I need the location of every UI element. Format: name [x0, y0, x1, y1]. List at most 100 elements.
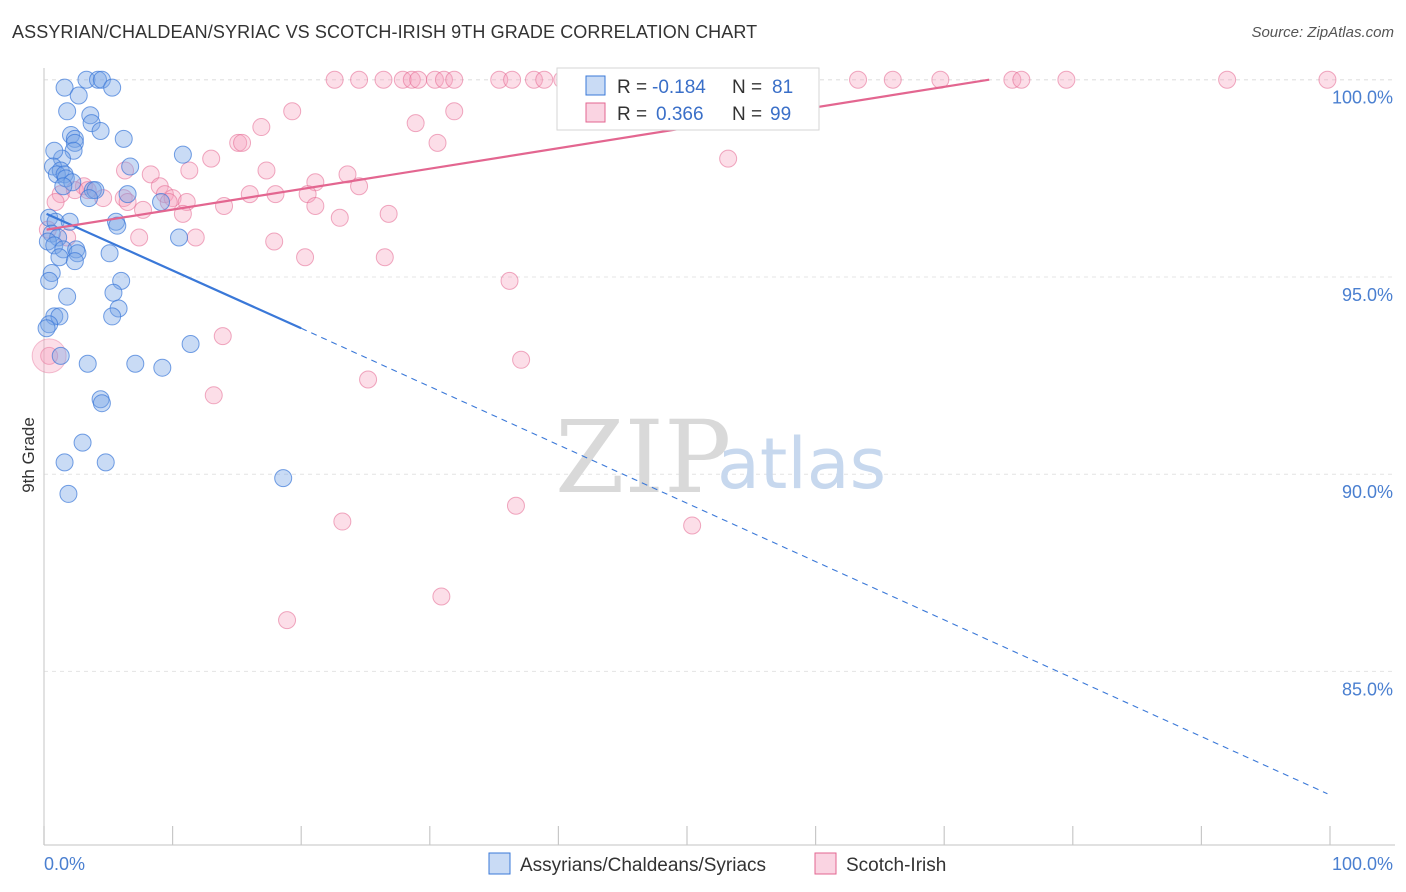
scotch-irish-point-12: [535, 70, 554, 89]
scotch-irish-point-11: [524, 70, 543, 89]
assyrian-point-60: [78, 354, 97, 373]
bottom-legend-label-pink: Scotch-Irish: [846, 855, 946, 876]
scotch-irish-point-30: [849, 70, 868, 89]
correlation-legend: R = -0.184 N = 81 R = 0.366 N = 99: [556, 67, 820, 131]
legend-n-label-pink: N =: [732, 104, 762, 125]
bottom-legend-label-blue: Assyrians/Chaldeans/Syriacs: [520, 855, 766, 876]
legend-swatch-blue: [585, 75, 606, 96]
scotch-irish-point-75: [330, 208, 349, 227]
assyrian-point-51: [58, 287, 77, 306]
y-tick-label-3: 100.0%: [1332, 88, 1393, 108]
scotch-irish-point-89: [506, 496, 525, 515]
series-legend: Assyrians/Chaldeans/Syriacs Scotch-Irish: [488, 852, 946, 876]
scotch-irish-point-80: [265, 232, 284, 251]
scotch-irish-point-49: [257, 161, 276, 180]
assyrian-point-25: [54, 177, 73, 196]
assyrian-point-45: [50, 248, 69, 267]
scotch-irish-point-74: [379, 204, 398, 223]
scotch-irish-point-48: [180, 161, 199, 180]
scotch-irish-point-5: [409, 70, 428, 89]
legend-r-label-pink: R =: [617, 104, 647, 125]
scotch-irish-point-38: [283, 102, 302, 121]
scotch-irish-point-large: [31, 338, 67, 374]
y-tick-label-0: 85.0%: [1342, 679, 1393, 699]
scotch-irish-point-84: [213, 327, 232, 346]
assyrian-point-37: [170, 228, 189, 247]
assyrian-point-55: [103, 307, 122, 326]
legend-swatch-pink: [585, 102, 606, 123]
scotch-irish-point-7: [434, 70, 453, 89]
assyrian-point-69: [59, 484, 78, 503]
scotch-irish-point-79: [186, 228, 205, 247]
assyrian-point-13: [114, 129, 133, 148]
scotch-irish-point-34: [1012, 70, 1031, 89]
x-tick-label-1: 100.0%: [1332, 854, 1393, 874]
scotch-irish-point-39: [445, 102, 464, 121]
scotch-irish-point-55: [350, 177, 369, 196]
assyrian-point-28: [118, 185, 137, 204]
assyrian-point-48: [40, 271, 59, 290]
scotch-irish-point-35: [1057, 70, 1076, 89]
scotch-irish-point-45: [202, 149, 221, 168]
legend-r-value-blue: -0.184: [652, 77, 706, 98]
legend-n-label-blue: N =: [732, 77, 762, 98]
scotch-irish-point-0: [325, 70, 344, 89]
scotch-irish-point-4: [402, 70, 421, 89]
scotch-irish-point-82: [375, 248, 394, 267]
scotch-irish-point-10: [503, 70, 522, 89]
assyrian-point-6: [58, 102, 77, 121]
assyrian-point-19: [121, 157, 140, 176]
assyrian-point-7: [81, 106, 100, 125]
assyrian-point-5: [69, 86, 88, 105]
legend-r-label-blue: R =: [617, 77, 647, 98]
scotch-irish-point-67: [118, 193, 137, 212]
source-label: Source: ZipAtlas.com: [1251, 24, 1394, 41]
assyrian-point-17: [173, 145, 192, 164]
scotch-irish-point-83: [500, 271, 519, 290]
assyrian-point-8: [82, 114, 101, 133]
chart-title: ASSYRIAN/CHALDEAN/SYRIAC VS SCOTCH-IRISH…: [12, 22, 758, 42]
y-tick-label-1: 90.0%: [1342, 482, 1393, 502]
assyrian-point-11: [65, 133, 84, 152]
scotch-irish-point-3: [393, 70, 412, 89]
assyrian-point-46: [65, 252, 84, 271]
assyrian-point-50: [104, 283, 123, 302]
scotch-irish-point-36: [1218, 70, 1237, 89]
scotch-irish-point-88: [204, 386, 223, 405]
assyrian-point-68: [274, 469, 293, 488]
assyrian-point-21: [47, 165, 66, 184]
assyrian-point-57: [37, 319, 56, 338]
watermark-zip: ZIP: [555, 399, 731, 516]
y-axis-label: 9th Grade: [19, 417, 38, 493]
scotch-irish-point-86: [512, 350, 531, 369]
scotch-irish-point-90: [333, 512, 352, 531]
assyrian-point-66: [55, 453, 74, 472]
scotch-irish-point-81: [296, 248, 315, 267]
scotch-irish-point-44: [428, 133, 447, 152]
watermark-atlas: atlas: [717, 423, 886, 505]
assyrian-point-64: [92, 394, 111, 413]
assyrian-point-4: [103, 78, 122, 97]
scotch-irish-point-78: [130, 228, 149, 247]
assyrian-point-12: [91, 122, 110, 141]
assyrian-trend-extension: [300, 327, 1328, 795]
legend-r-value-pink: 0.366: [656, 104, 704, 125]
y-tick-label-2: 95.0%: [1342, 285, 1393, 305]
assyrian-point-24: [63, 173, 82, 192]
scotch-irish-point-71: [306, 196, 325, 215]
scotch-irish-point-42: [229, 133, 248, 152]
assyrian-point-62: [153, 358, 172, 377]
scotch-irish-point-43: [233, 133, 252, 152]
assyrian-point-29: [80, 189, 99, 208]
assyrian-trend-line: [46, 212, 302, 330]
scotch-irish-point-1: [350, 70, 369, 89]
scotch-irish-point-40: [406, 114, 425, 133]
gridlines: [44, 79, 1395, 672]
assyrian-point-3: [55, 78, 74, 97]
scotch-irish-point-87: [359, 370, 378, 389]
assyrian-point-67: [96, 453, 115, 472]
scotch-irish-point-8: [445, 70, 464, 89]
scotch-irish-point-46: [719, 149, 738, 168]
assyrian-point-58: [181, 335, 200, 354]
